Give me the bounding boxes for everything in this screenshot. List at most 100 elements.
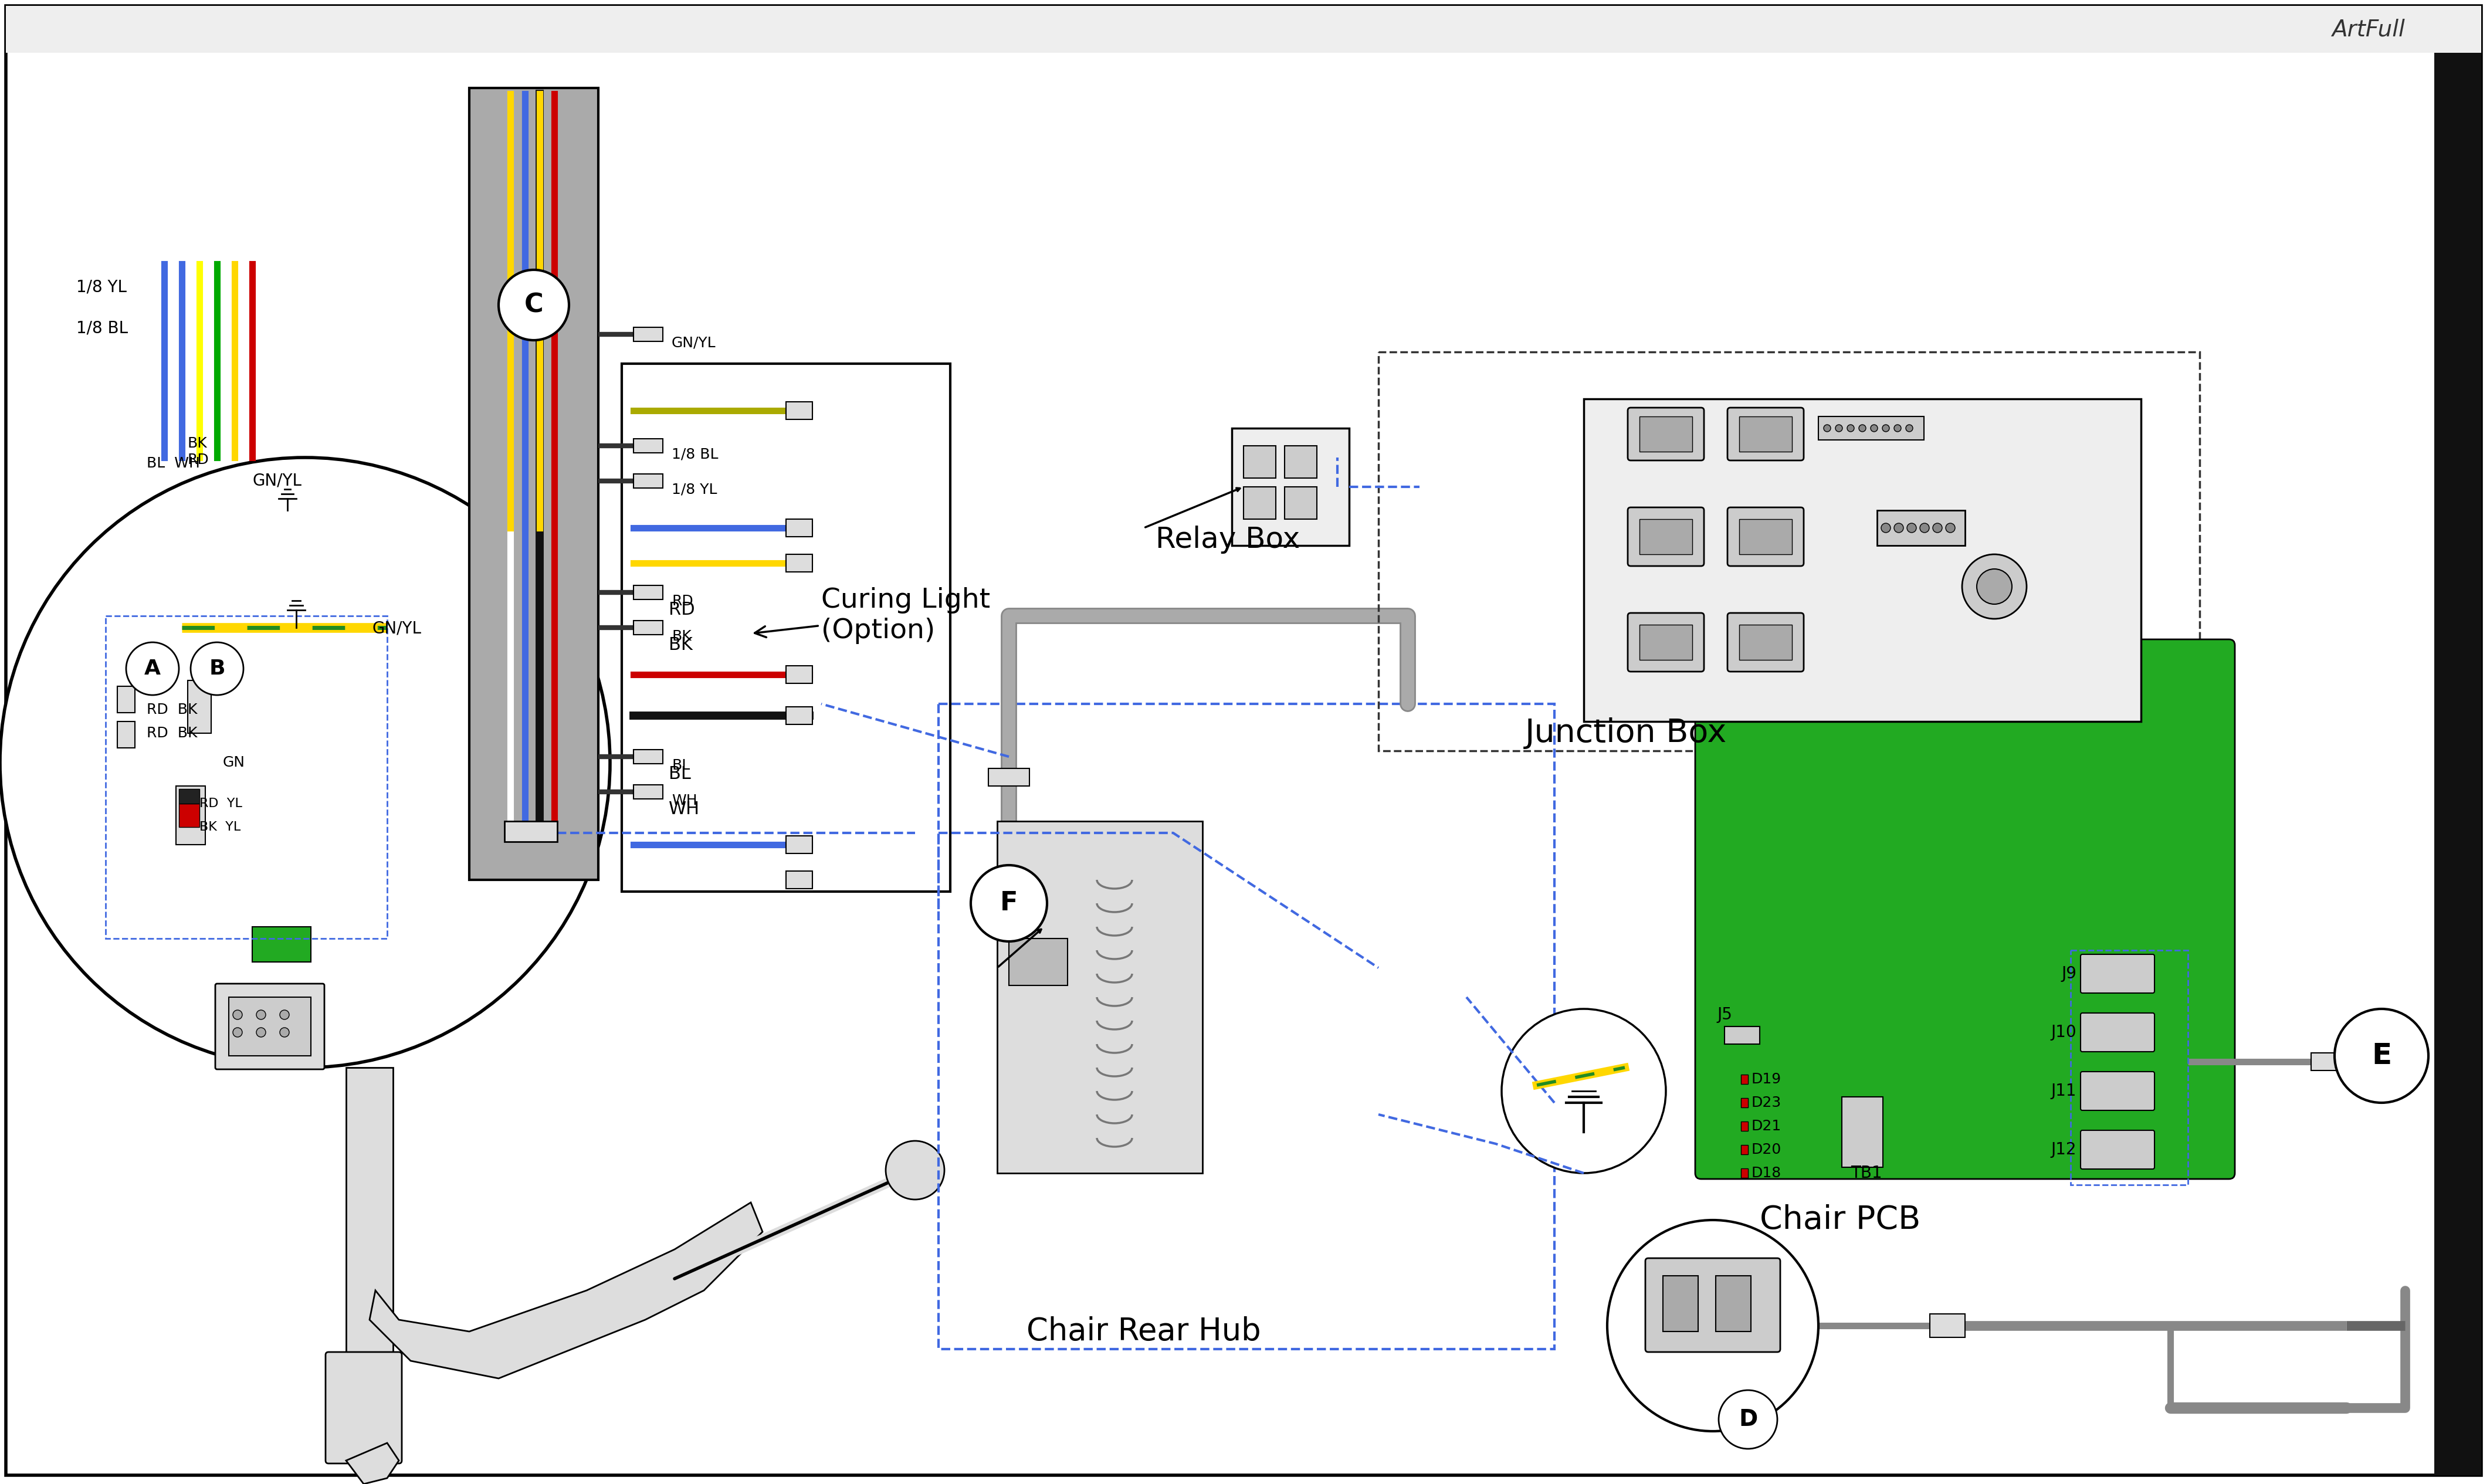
Text: A: A [144, 659, 162, 678]
Bar [1930, 1313, 1965, 1337]
Bar [1584, 399, 2141, 721]
Text: RD: RD [670, 601, 695, 619]
FancyBboxPatch shape [2082, 1071, 2154, 1110]
Bar [1243, 445, 1275, 478]
Bar [787, 706, 812, 724]
Circle shape [1882, 424, 1890, 432]
Circle shape [1501, 1009, 1666, 1174]
Bar [105, 616, 386, 938]
Circle shape [971, 865, 1046, 941]
Circle shape [1823, 424, 1830, 432]
Bar [1818, 417, 1925, 439]
Bar [787, 555, 812, 571]
Text: J10: J10 [2052, 1024, 2077, 1040]
Circle shape [1880, 524, 1890, 533]
Text: TB1: TB1 [1850, 1165, 1882, 1181]
Bar [179, 789, 199, 804]
Circle shape [1977, 568, 2012, 604]
Text: D21: D21 [1750, 1119, 1780, 1134]
FancyBboxPatch shape [1728, 508, 1803, 565]
Bar [187, 680, 212, 733]
Bar [939, 703, 1554, 1349]
Bar [1741, 1122, 1748, 1131]
Text: BK: BK [670, 637, 692, 654]
Bar [1741, 1098, 1748, 1107]
Circle shape [1962, 555, 2027, 619]
Bar [505, 821, 558, 841]
Circle shape [1895, 424, 1900, 432]
Circle shape [1848, 424, 1855, 432]
Bar [1741, 1146, 1748, 1155]
FancyBboxPatch shape [1628, 613, 1703, 672]
Text: E: E [2370, 1042, 2390, 1070]
Bar [229, 997, 311, 1055]
Circle shape [1945, 524, 1955, 533]
Bar [787, 666, 812, 683]
Bar [632, 620, 662, 635]
FancyBboxPatch shape [2082, 1014, 2154, 1052]
Text: GN/YL: GN/YL [373, 620, 421, 637]
Bar [1638, 519, 1693, 555]
Circle shape [234, 1027, 242, 1037]
Polygon shape [369, 1202, 762, 1379]
Text: BL: BL [672, 758, 690, 773]
Bar [787, 402, 812, 420]
Text: GN/YL: GN/YL [251, 473, 301, 490]
Text: BK  YL: BK YL [199, 821, 242, 833]
Text: BL  WH: BL WH [147, 457, 199, 470]
Text: Relay Box: Relay Box [1155, 525, 1300, 554]
Circle shape [127, 643, 179, 695]
FancyBboxPatch shape [326, 1352, 401, 1463]
Bar [1738, 519, 1793, 555]
Text: C: C [525, 292, 543, 318]
Bar [1243, 487, 1275, 519]
Bar [5, 6, 2480, 53]
Text: D23: D23 [1750, 1095, 1780, 1110]
Bar [1008, 938, 1068, 985]
Bar [177, 787, 204, 844]
Circle shape [886, 1141, 944, 1199]
Bar [346, 1067, 393, 1361]
Circle shape [1860, 424, 1865, 432]
FancyBboxPatch shape [1646, 1258, 1780, 1352]
Bar [787, 871, 812, 889]
Bar [996, 821, 1203, 1174]
Bar [632, 473, 662, 488]
Text: F: F [1001, 890, 1018, 916]
Bar [1638, 417, 1693, 451]
FancyBboxPatch shape [214, 984, 324, 1070]
Text: 1/8 BL: 1/8 BL [77, 321, 127, 337]
Text: D18: D18 [1750, 1166, 1780, 1180]
Circle shape [1905, 424, 1912, 432]
Bar [1233, 429, 1350, 546]
Text: 1/8 BL: 1/8 BL [672, 448, 717, 462]
Bar [251, 928, 311, 962]
Bar [179, 804, 199, 827]
Bar [632, 749, 662, 764]
Text: D19: D19 [1750, 1073, 1780, 1086]
Bar [1741, 1074, 1748, 1083]
Text: WH: WH [672, 794, 697, 807]
Text: D20: D20 [1750, 1143, 1780, 1156]
FancyBboxPatch shape [2082, 954, 2154, 993]
FancyBboxPatch shape [1728, 408, 1803, 460]
Circle shape [192, 643, 244, 695]
Circle shape [1920, 524, 1930, 533]
Polygon shape [346, 1442, 398, 1484]
Bar [117, 721, 134, 748]
Bar [2311, 1052, 2341, 1070]
Circle shape [1718, 1391, 1778, 1448]
Bar [1877, 510, 1965, 546]
Bar [1738, 417, 1793, 451]
Text: BK: BK [672, 629, 692, 644]
Bar [1741, 1168, 1748, 1178]
FancyBboxPatch shape [1728, 613, 1803, 672]
Bar [632, 585, 662, 600]
Text: RD: RD [672, 594, 692, 608]
Bar [1285, 487, 1317, 519]
Circle shape [498, 270, 570, 340]
Bar [468, 88, 598, 880]
Text: GN: GN [224, 755, 244, 770]
Bar [787, 519, 812, 537]
FancyBboxPatch shape [1696, 640, 2236, 1178]
